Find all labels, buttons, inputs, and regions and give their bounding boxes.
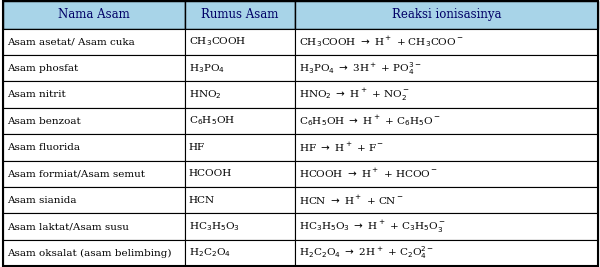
Bar	[185, 213, 295, 240]
Bar	[295, 187, 598, 213]
Text: Nama Asam: Nama Asam	[58, 8, 130, 21]
Text: Asam oksalat (asam belimbing): Asam oksalat (asam belimbing)	[7, 248, 172, 258]
Bar	[3, 81, 185, 108]
Text: Asam asetat/ Asam cuka: Asam asetat/ Asam cuka	[7, 37, 135, 46]
Bar	[3, 213, 185, 240]
Text: Rumus Asam: Rumus Asam	[201, 8, 278, 21]
Bar	[3, 55, 185, 81]
Text: H$_3$PO$_4$: H$_3$PO$_4$	[189, 62, 224, 75]
Text: Asam nitrit: Asam nitrit	[7, 90, 66, 99]
Text: Asam laktat/Asam susu: Asam laktat/Asam susu	[7, 222, 129, 231]
Bar	[3, 240, 185, 266]
Bar	[3, 108, 185, 134]
Text: HCN: HCN	[189, 196, 215, 205]
Text: CH$_3$COOH $\rightarrow$ H$^+$ + CH$_3$COO$^-$: CH$_3$COOH $\rightarrow$ H$^+$ + CH$_3$C…	[299, 34, 464, 49]
Bar	[295, 134, 598, 161]
Text: C$_6$H$_5$OH: C$_6$H$_5$OH	[189, 115, 235, 127]
Bar	[185, 187, 295, 213]
Text: HCOOH $\rightarrow$ H$^+$ + HCOO$^-$: HCOOH $\rightarrow$ H$^+$ + HCOO$^-$	[299, 167, 437, 180]
Bar	[185, 108, 295, 134]
Bar	[295, 108, 598, 134]
Text: H$_2$C$_2$O$_4$ $\rightarrow$ 2H$^+$ + C$_2$O$_4^{2-}$: H$_2$C$_2$O$_4$ $\rightarrow$ 2H$^+$ + C…	[299, 245, 434, 261]
Bar	[3, 1, 185, 29]
Bar	[295, 213, 598, 240]
Text: H$_2$C$_2$O$_4$: H$_2$C$_2$O$_4$	[189, 247, 230, 260]
Bar	[185, 240, 295, 266]
Text: Asam phosfat: Asam phosfat	[7, 64, 79, 73]
Text: HNO$_2$: HNO$_2$	[189, 88, 221, 101]
Bar	[295, 81, 598, 108]
Text: HCN $\rightarrow$ H$^+$ + CN$^-$: HCN $\rightarrow$ H$^+$ + CN$^-$	[299, 194, 404, 207]
Text: HC$_3$H$_5$O$_3$: HC$_3$H$_5$O$_3$	[189, 220, 239, 233]
Text: HCOOH: HCOOH	[189, 169, 232, 178]
Bar	[3, 187, 185, 213]
Bar	[185, 134, 295, 161]
Text: HF $\rightarrow$ H$^+$ + F$^-$: HF $\rightarrow$ H$^+$ + F$^-$	[299, 141, 384, 154]
Text: CH$_3$COOH: CH$_3$COOH	[189, 36, 246, 48]
Text: HNO$_2$ $\rightarrow$ H$^+$ + NO$_2^-$: HNO$_2$ $\rightarrow$ H$^+$ + NO$_2^-$	[299, 87, 410, 103]
Text: H$_3$PO$_4$ $\rightarrow$ 3H$^+$ + PO$_4^{3-}$: H$_3$PO$_4$ $\rightarrow$ 3H$^+$ + PO$_4…	[299, 60, 421, 77]
Text: Asam sianida: Asam sianida	[7, 196, 77, 205]
Bar	[185, 29, 295, 55]
Bar	[185, 1, 295, 29]
Text: Asam benzoat: Asam benzoat	[7, 116, 81, 125]
Bar	[295, 161, 598, 187]
Bar	[3, 161, 185, 187]
Bar	[185, 55, 295, 81]
Bar	[3, 134, 185, 161]
Bar	[295, 240, 598, 266]
Bar	[3, 29, 185, 55]
Text: HC$_3$H$_5$O$_3$ $\rightarrow$ H$^+$ + C$_3$H$_5$O$_3^-$: HC$_3$H$_5$O$_3$ $\rightarrow$ H$^+$ + C…	[299, 219, 446, 235]
Bar	[295, 1, 598, 29]
Text: Asam formiat/Asam semut: Asam formiat/Asam semut	[7, 169, 145, 178]
Bar	[295, 29, 598, 55]
Text: HF: HF	[189, 143, 205, 152]
Text: C$_6$H$_5$OH $\rightarrow$ H$^+$ + C$_6$H$_5$O$^-$: C$_6$H$_5$OH $\rightarrow$ H$^+$ + C$_6$…	[299, 113, 441, 128]
Bar	[185, 161, 295, 187]
Text: Asam fluorida: Asam fluorida	[7, 143, 80, 152]
Text: Reaksi ionisasinya: Reaksi ionisasinya	[392, 8, 501, 21]
Bar	[185, 81, 295, 108]
Bar	[295, 55, 598, 81]
